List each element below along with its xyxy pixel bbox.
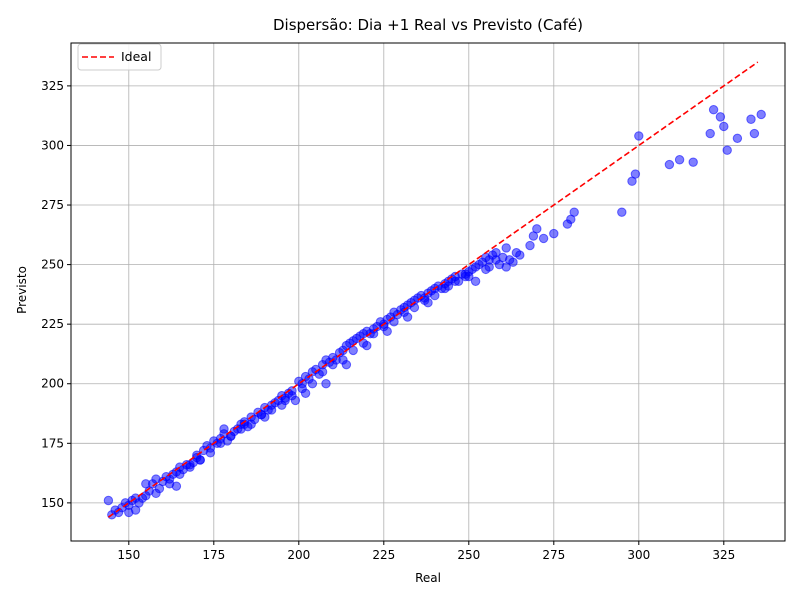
scatter-point [362, 340, 372, 351]
scatter-point [239, 419, 250, 429]
y-tick-label: 175 [41, 436, 64, 450]
scatter-point [389, 317, 399, 327]
scatter-point [171, 481, 182, 491]
x-tick-label: 250 [457, 548, 480, 562]
scatter-point [443, 281, 454, 291]
scatter-point [382, 326, 392, 337]
chart-title: Dispersão: Dia +1 Real vs Previsto (Café… [273, 16, 583, 34]
axes-frame [70, 42, 786, 542]
ideal-line [107, 61, 759, 518]
scatter-point [538, 233, 549, 244]
scatter-point [688, 157, 698, 167]
legend-box [77, 43, 162, 71]
x-tick-label: 175 [202, 548, 225, 562]
y-tick-label: 300 [41, 138, 64, 152]
scatter-point [508, 257, 518, 267]
scatter-point [630, 169, 641, 179]
y-tick-label: 200 [41, 377, 64, 391]
y-tick-label: 250 [41, 258, 64, 272]
scatter-point [402, 312, 413, 322]
y-tick-label: 150 [41, 496, 64, 510]
y-tick-label: 275 [41, 198, 64, 212]
scatter-point [185, 460, 195, 470]
y-axis-label: Previsto [15, 266, 29, 314]
scatter-point [515, 250, 525, 260]
scatter-point [321, 379, 331, 389]
scatter-point [151, 488, 161, 499]
x-tick-label: 225 [372, 548, 395, 562]
scatter-point [569, 207, 579, 217]
scatter-point [501, 262, 511, 272]
scatter-point [525, 240, 535, 251]
scatter-point [317, 367, 328, 377]
scatter-point [103, 495, 114, 506]
scatter-point [260, 412, 270, 422]
scatter-point [501, 243, 511, 253]
scatter-point [219, 424, 229, 434]
scatter-point [287, 390, 297, 401]
scatter-point [491, 255, 501, 265]
scatter-point [164, 474, 175, 484]
scatter-point [141, 479, 151, 489]
scatter-point [266, 405, 277, 415]
x-tick-label: 300 [627, 548, 650, 562]
scatter-point [205, 448, 216, 458]
scatter-point [749, 128, 760, 139]
scatter-point [430, 290, 440, 301]
scatter-point [423, 298, 433, 308]
plot-area: 150 175 200 225 250 275 300 325 150 175 200 225 250 2… [41, 42, 786, 562]
scatter-point [341, 359, 352, 370]
x-axis-label: Real [415, 571, 441, 585]
scatter-point [532, 224, 542, 234]
scatter-point [470, 276, 481, 286]
scatter-point [732, 133, 743, 144]
scatter-point [300, 388, 311, 398]
scatter-point [617, 207, 627, 217]
scatter-point [549, 228, 559, 239]
scatter-point [715, 112, 726, 122]
scatter-point [719, 121, 729, 132]
scatter-point [756, 109, 766, 120]
y-tick-label: 225 [41, 317, 64, 331]
scatter-point [307, 379, 318, 389]
scatter-point [705, 128, 715, 139]
scatter-point [708, 105, 719, 115]
scatter-point [674, 155, 685, 165]
x-tick-label: 325 [712, 548, 735, 562]
scatter-point [464, 271, 474, 282]
scatter-point [634, 131, 644, 141]
scatter-point [664, 159, 675, 170]
scatter-point [348, 345, 358, 356]
scatter-point [722, 145, 732, 155]
x-tick-label: 275 [542, 548, 565, 562]
y-tick-label: 325 [41, 79, 64, 93]
scatter-point [280, 395, 290, 406]
scatter-point [175, 469, 185, 479]
scatter-point [746, 114, 756, 124]
scatter-point [450, 276, 460, 286]
scatter-point [484, 262, 494, 272]
x-tick-label: 200 [287, 548, 310, 562]
scatter-point [124, 507, 134, 518]
legend-label: Ideal [121, 49, 151, 64]
scatter-point [215, 438, 226, 449]
x-tick-label: 150 [117, 548, 140, 562]
